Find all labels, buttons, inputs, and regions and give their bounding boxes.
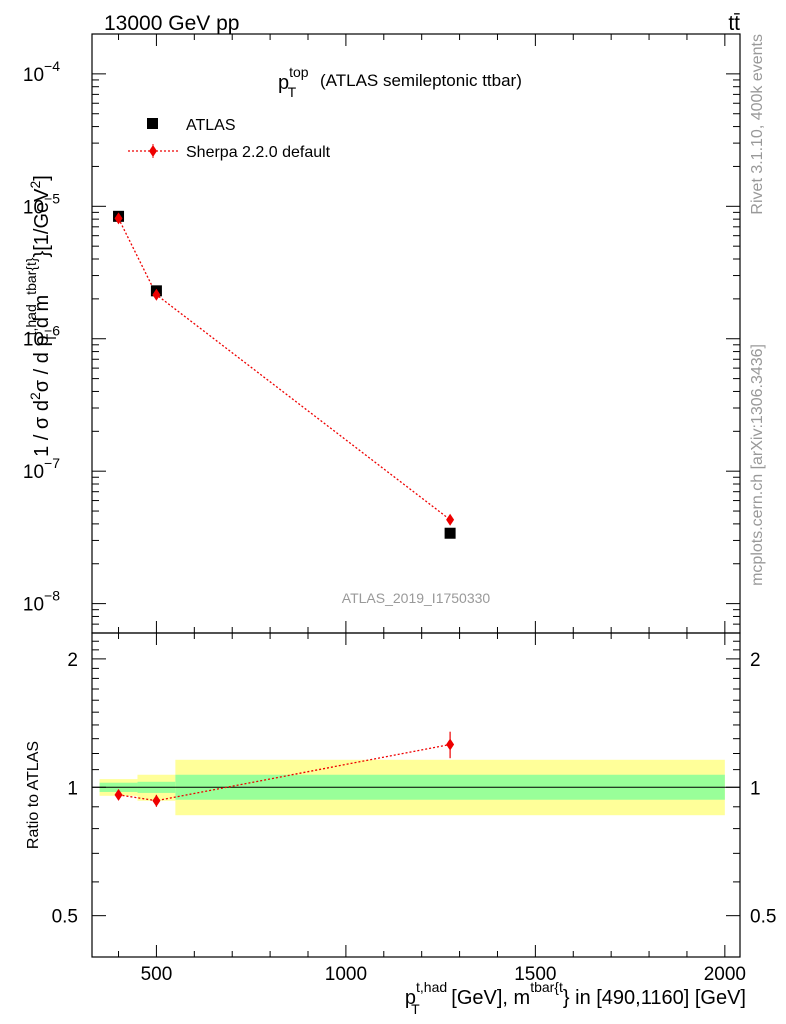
sherpa-ratio-point [152,794,161,807]
ratio-plot-frame [91,632,741,958]
y-tick-label-ratio-right: 0.5 [750,907,776,928]
y-tick-label-main: 10−5 [23,190,60,218]
y-tick-label-exp: −8 [44,588,60,604]
y-tick-label-main: 10−7 [23,455,60,483]
y-tick-label-base: 10 [23,595,44,616]
process-label: tt̄ [728,12,740,35]
x-tick-label: 2000 [704,964,746,985]
y-tick-label-exp: −7 [44,455,60,471]
chart-title-sup: top [289,64,309,80]
y-tick-label-ratio-right: 1 [750,778,761,799]
y-tick-label-base: 10 [23,197,44,218]
mc-line-ratio [118,743,451,802]
x-tick-label: 1000 [325,964,367,985]
chart-title-sub: T [288,84,297,100]
sherpa-data-point [446,513,455,526]
chart-title: ptop T [278,64,309,100]
analysis-watermark: ATLAS_2019_I1750330 [342,590,491,606]
mcplots-label: mcplots.cern.ch [arXiv:1306.3436] [749,344,766,586]
y-tick-label-ratio-left: 1 [67,778,78,799]
y-tick-label-exp: −6 [44,323,60,339]
chart-title-detail: (ATLAS semileptonic ttbar) [320,71,522,90]
x-axis-label: pt,had T [GeV], mtbar{t} in [490,1160] [G… [405,979,746,1017]
y-tick-label-base: 10 [23,330,44,351]
axis-ticks [92,33,740,958]
mc-line-main [117,218,451,521]
legend: ATLAS Sherpa 2.2.0 default [128,117,331,161]
chart-title-main: p [278,72,289,94]
sherpa-ratio-point [114,788,123,801]
y-tick-label-main: 10−8 [23,588,60,616]
y-axis-label-ratio: Ratio to ATLAS [25,741,42,849]
y-tick-label-exp: −5 [44,190,60,206]
legend-marker-sherpa [149,145,157,157]
legend-marker-atlas [147,118,158,129]
sherpa-data-point [152,288,161,301]
sherpa-data-point [114,212,123,225]
x-tick-label: 1500 [514,964,556,985]
y-tick-label-exp: −4 [44,58,60,74]
y-tick-label-ratio-right: 2 [750,650,761,671]
ratio-series [114,731,455,807]
legend-label-sherpa: Sherpa 2.2.0 default [186,144,331,161]
y-tick-label-ratio-left: 0.5 [52,907,78,928]
y-tick-label-main: 10−6 [23,323,60,351]
y-tick-label-ratio-left: 2 [67,650,78,671]
sherpa-ratio-point [446,738,455,751]
legend-label-atlas: ATLAS [186,117,236,134]
rivet-version-label: Rivet 3.1.10, 400k events [749,34,766,215]
atlas-data-point [444,527,456,539]
y-tick-label-base: 10 [23,65,44,86]
x-tick-label: 500 [141,964,173,985]
energy-label: 13000 GeV pp [104,12,239,35]
main-series [113,210,456,539]
y-tick-label-base: 10 [23,462,44,483]
y-tick-label-main: 10−4 [23,58,60,86]
